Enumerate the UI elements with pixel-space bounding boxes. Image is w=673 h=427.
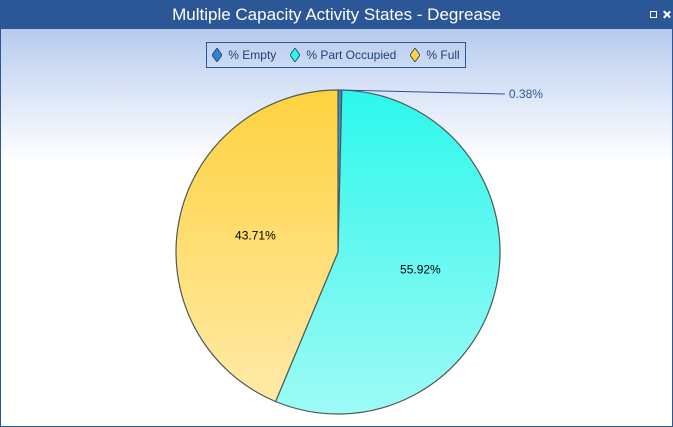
legend-label-full: % Full (426, 48, 460, 62)
window-title: Multiple Capacity Activity States - Degr… (172, 5, 501, 24)
close-icon[interactable] (660, 8, 672, 22)
chart-legend: % Empty % Part Occupied % Full (206, 42, 466, 68)
legend-swatch-full (410, 48, 421, 62)
data-label-full: 43.71% (235, 228, 276, 242)
legend-swatch-empty (212, 48, 223, 62)
plot-area: % Empty % Part Occupied % Full 0.38% 55.9… (1, 29, 672, 426)
pie-slice-part-occupied[interactable] (274, 89, 501, 415)
legend-label-part-occupied: % Part Occupied (306, 48, 397, 62)
legend-item-part-occupied: % Part Occupied (290, 48, 396, 62)
data-label-part-occupied: 55.92% (400, 263, 441, 277)
pie-slices (175, 89, 501, 415)
title-bar: Multiple Capacity Activity States - Degr… (1, 1, 672, 29)
pie-slice-full[interactable] (175, 89, 339, 403)
legend-label-empty: % Empty (228, 48, 277, 62)
data-label-empty: 0.38% (509, 87, 543, 101)
callout-line-empty (339, 89, 505, 95)
pie-labels: 0.38% 55.92% 43.71% (235, 87, 543, 277)
restore-icon[interactable] (647, 8, 661, 22)
legend-item-full: % Full (410, 48, 460, 62)
legend-swatch-part-occupied (290, 48, 301, 62)
pie-chart: 0.38% 55.92% 43.71% (175, 87, 543, 415)
legend-item-empty: % Empty (212, 48, 276, 62)
